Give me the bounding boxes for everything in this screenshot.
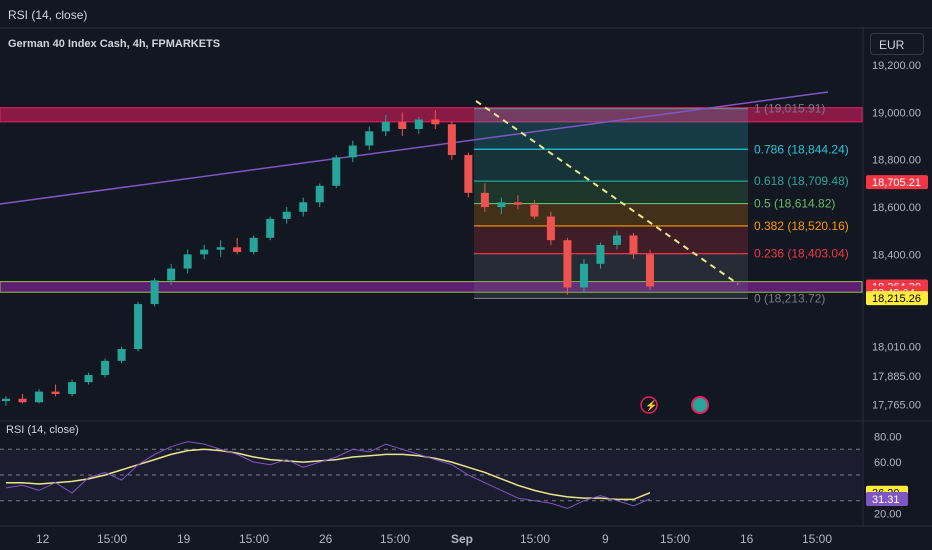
candle-body <box>282 211 291 219</box>
candle-body <box>332 157 341 186</box>
price-tick-label: 17,885.00 <box>872 371 921 383</box>
rsi-line <box>5 441 651 509</box>
candle-body <box>315 185 324 203</box>
price-tick-label: 19,000.00 <box>872 107 921 119</box>
rsi-pane-label: RSI (14, close) <box>6 424 79 436</box>
candle-body <box>183 254 192 269</box>
rsi-tick-label: 60.00 <box>874 457 902 469</box>
candle-body <box>629 235 638 255</box>
candle-body <box>117 349 126 361</box>
price-tag-label: 18,705.21 <box>872 177 921 189</box>
price-tick-label: 17,765.00 <box>872 400 921 412</box>
time-tick-label: 16 <box>740 532 754 546</box>
candle-body <box>447 124 456 156</box>
fib-band <box>474 225 748 254</box>
time-tick-label: 15:00 <box>660 532 690 546</box>
currency-button[interactable]: EUR <box>870 33 924 55</box>
diagonal-dashed-line <box>475 100 739 285</box>
candle-body <box>299 202 308 212</box>
zone-support <box>0 281 863 293</box>
time-tick-label: 26 <box>319 532 333 546</box>
fib-band <box>474 253 748 299</box>
price-tag <box>866 175 928 190</box>
top-indicator-label: RSI (14, close) <box>8 8 88 22</box>
candle-body <box>216 247 225 250</box>
time-tick-label: 15:00 <box>520 532 550 546</box>
trendline <box>0 91 829 205</box>
candle-body <box>563 240 572 288</box>
candle-body <box>646 254 654 287</box>
candle-body <box>596 244 605 264</box>
candle-body <box>68 382 77 394</box>
candle-body <box>134 304 143 350</box>
fib-level-label: 0 (18,213.72) <box>754 291 825 305</box>
candle-body <box>348 145 357 158</box>
lightning-glyph: ⚡ <box>645 399 657 412</box>
zone-resistance <box>0 107 863 123</box>
price-tick-label: 18,400.00 <box>872 249 921 261</box>
candle-body <box>546 216 555 241</box>
fib-band <box>474 203 748 226</box>
rsi-tag <box>866 492 908 507</box>
rsi-tick-label: 80.00 <box>874 431 902 443</box>
time-tick-label: 15:00 <box>802 532 832 546</box>
candle-body <box>530 204 539 217</box>
candle-body <box>365 131 374 146</box>
lightning-icon <box>640 396 658 414</box>
candle-body <box>513 202 522 205</box>
candle-body <box>612 235 621 245</box>
candle-body <box>150 280 159 305</box>
candle-body <box>233 247 242 253</box>
calendar-icon <box>691 396 709 414</box>
candle-body <box>431 119 440 125</box>
price-tick-label: 19,200.00 <box>872 60 921 72</box>
time-tick-label: 15:00 <box>380 532 410 546</box>
fib-level-label: 0.382 (18,520.16) <box>754 219 849 233</box>
symbol-title: German 40 Index Cash, 4h, FPMARKETS <box>8 38 221 50</box>
price-tag-label: 18,215.26 <box>872 293 921 305</box>
fib-band <box>474 149 748 182</box>
candle-body <box>51 391 60 394</box>
rsi-tick-label: 20.00 <box>874 509 902 521</box>
candle-body <box>84 375 93 383</box>
time-tick-label: 15:00 <box>239 532 269 546</box>
price-tag <box>866 291 928 306</box>
candle-body <box>167 268 176 281</box>
fib-band <box>474 181 748 204</box>
candle-body <box>200 249 209 255</box>
price-tick-label: 18,600.00 <box>872 202 921 214</box>
fib-band <box>474 108 748 150</box>
candle-body <box>497 202 506 208</box>
time-tick-label: 19 <box>177 532 191 546</box>
candle-body <box>464 155 473 193</box>
candle-body <box>381 121 390 132</box>
candle-body <box>249 237 258 253</box>
time-tick-label: 9 <box>602 532 609 546</box>
candle-body <box>414 119 423 129</box>
rsi-tag-label: 31.31 <box>872 494 900 506</box>
candle-body <box>266 218 275 238</box>
candle-body <box>398 121 407 129</box>
fib-level-label: 0.236 (18,403.04) <box>754 247 849 261</box>
time-tick-label: Sep <box>451 532 473 546</box>
time-tick-label: 15:00 <box>97 532 127 546</box>
fib-level-label: 0.786 (18,844.24) <box>754 142 849 156</box>
price-tick-label: 18,010.00 <box>872 342 921 354</box>
candle-body <box>101 360 110 376</box>
candle-body <box>2 398 10 402</box>
time-tick-label: 12 <box>36 532 50 546</box>
fib-level-label: 1 (19,015.91) <box>754 102 825 116</box>
fib-level-label: 0.5 (18,614.82) <box>754 197 835 211</box>
candle-body <box>18 398 27 403</box>
candle-body <box>480 192 489 208</box>
price-tick-label: 18,800.00 <box>872 155 921 167</box>
candle-body <box>35 391 44 403</box>
fib-level-label: 0.618 (18,709.48) <box>754 174 849 188</box>
rsi-ma-line <box>6 448 651 501</box>
candle-body <box>579 263 588 288</box>
